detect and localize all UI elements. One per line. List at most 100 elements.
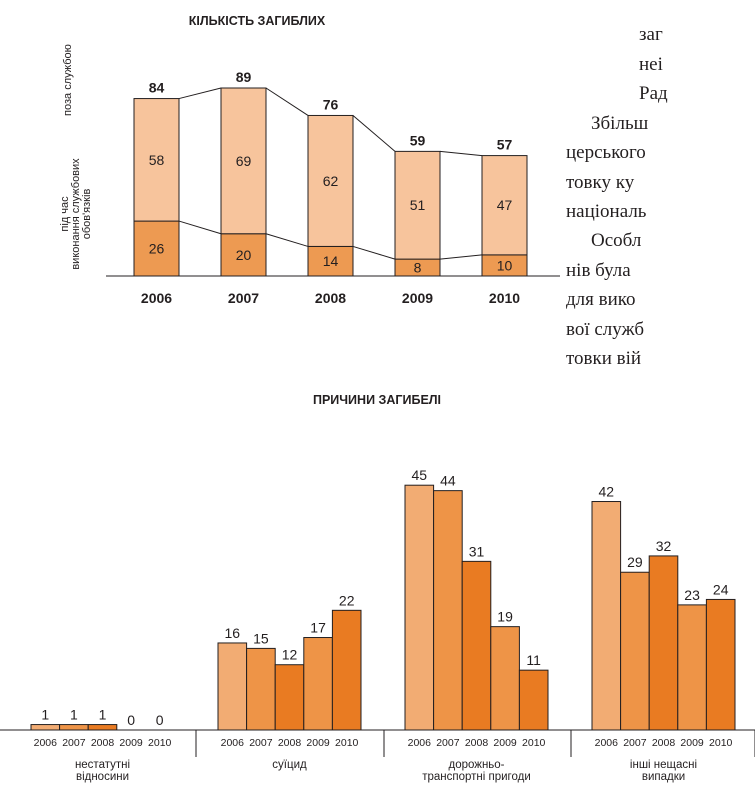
bar [677, 604, 707, 731]
x-tick-label: 2007 [228, 290, 259, 306]
bar [303, 637, 333, 731]
legend-label-on-duty: під часвиконання службовихобов'язків [59, 158, 93, 270]
value-label: 24 [713, 581, 729, 597]
value-label: 12 [282, 647, 298, 663]
bar [404, 484, 435, 731]
group-label: інші нещасні [630, 759, 697, 771]
bar [518, 669, 549, 731]
connector-line [265, 87, 309, 116]
value-label: 8 [414, 260, 422, 276]
x-tick-label: 2007 [62, 737, 86, 749]
article-line: товки вій [566, 348, 642, 369]
article-line: товку ку [566, 172, 635, 193]
article-line: вої служб [566, 319, 645, 340]
x-tick-label: 2009 [119, 737, 143, 749]
x-tick-label: 2006 [141, 290, 172, 306]
value-label: 15 [253, 630, 269, 646]
x-tick-label: 2008 [315, 290, 346, 306]
x-tick-label: 2007 [249, 737, 273, 749]
connector-line [178, 220, 222, 235]
x-tick-label: 2010 [522, 737, 546, 749]
connector-line [178, 87, 222, 100]
value-label: 10 [497, 257, 513, 273]
value-label: 51 [410, 197, 426, 213]
x-tick-label: 2009 [402, 290, 433, 306]
x-tick-label: 2006 [34, 737, 58, 749]
bar [705, 598, 736, 731]
value-label: 16 [225, 625, 241, 641]
value-label: 1 [70, 707, 78, 723]
value-label: 42 [599, 484, 615, 500]
value-label: 23 [684, 587, 700, 603]
total-label: 84 [149, 80, 165, 96]
article-line: національ [566, 201, 647, 222]
article-line: церського [566, 142, 646, 163]
value-label: 1 [41, 707, 49, 723]
x-tick-label: 2006 [595, 737, 619, 749]
x-tick-label: 2009 [493, 737, 517, 749]
x-tick-label: 2006 [221, 737, 245, 749]
value-label: 58 [149, 152, 165, 168]
x-tick-label: 2010 [148, 737, 172, 749]
x-tick-label: 2008 [278, 737, 302, 749]
article-line: Збільш [591, 113, 649, 134]
group-label: нестатутні [75, 759, 130, 771]
value-label: 26 [149, 241, 165, 257]
legend-label-off-duty: поза службою [62, 44, 74, 116]
bar [246, 647, 276, 731]
group-label: транспортні пригоди [422, 771, 531, 783]
connector-line [352, 115, 396, 152]
value-label: 62 [323, 173, 339, 189]
value-label: 47 [497, 197, 513, 213]
value-label: 19 [497, 609, 513, 625]
bar [648, 555, 679, 731]
bar [87, 724, 118, 731]
chart-title: ПРИЧИНИ ЗАГИБЕЛІ [313, 393, 441, 407]
deaths-chart: КІЛЬКІСТЬ ЗАГИБЛИХ 26 58 84 2006 20 69 89 2007 14… [59, 14, 560, 306]
bar [30, 724, 61, 731]
bar [620, 571, 650, 731]
connector-line [439, 150, 483, 157]
x-tick-label: 2007 [623, 737, 647, 749]
value-label: 20 [236, 247, 252, 263]
group-label: суїцид [272, 759, 307, 771]
value-label: 0 [127, 712, 135, 728]
article-line: нів була [566, 260, 631, 281]
causes-chart: ПРИЧИНИ ЗАГИБЕЛІ 1 2006 1 2007 1 2008 0 2009 0 201… [0, 393, 755, 783]
bar-segment-off-duty [133, 98, 180, 222]
bar [274, 664, 305, 731]
value-label: 45 [412, 467, 428, 483]
total-label: 59 [410, 132, 426, 148]
bar [461, 560, 492, 731]
value-label: 44 [440, 473, 456, 489]
bar [591, 501, 622, 731]
x-tick-label: 2008 [652, 737, 676, 749]
value-label: 1 [99, 707, 107, 723]
connector-line [265, 233, 309, 247]
article-line: неі [639, 54, 663, 75]
value-label: 0 [156, 712, 164, 728]
article-line: для вико [566, 289, 636, 310]
x-tick-label: 2010 [489, 290, 520, 306]
article-line: Особл [591, 230, 642, 251]
value-label: 17 [310, 620, 326, 636]
bar-segment-off-duty [220, 87, 267, 235]
x-tick-label: 2007 [436, 737, 460, 749]
bar [59, 724, 89, 731]
group-label: дорожньо- [448, 759, 504, 771]
total-label: 89 [236, 69, 252, 85]
x-tick-label: 2009 [680, 737, 704, 749]
article-line: Рад [639, 83, 668, 104]
value-label: 14 [323, 253, 339, 269]
article-line: заг [639, 24, 663, 45]
connector-line [439, 254, 483, 260]
group-label: випадки [642, 771, 685, 783]
total-label: 57 [497, 137, 513, 153]
x-tick-label: 2008 [91, 737, 115, 749]
x-tick-label: 2010 [335, 737, 359, 749]
x-tick-label: 2010 [709, 737, 733, 749]
x-tick-label: 2008 [465, 737, 489, 749]
total-label: 76 [323, 96, 339, 112]
